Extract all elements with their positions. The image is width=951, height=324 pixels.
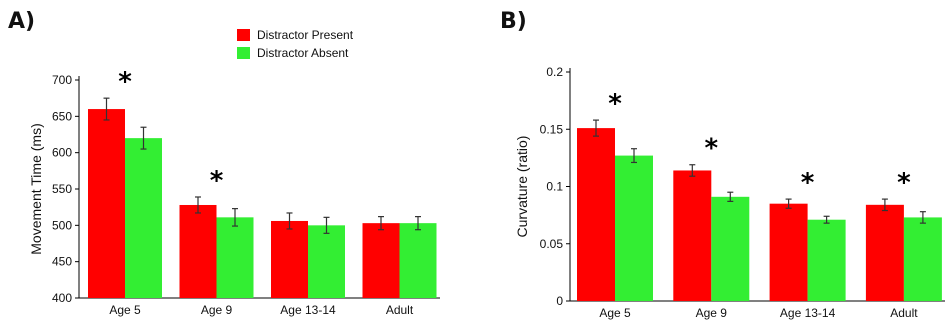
significance-star: * xyxy=(608,89,622,119)
bar-distractor-present xyxy=(88,109,125,298)
y-tick-label: 650 xyxy=(52,109,72,123)
x-tick-label: Adult xyxy=(386,303,414,317)
bar-distractor-present xyxy=(577,128,615,301)
panel-letter: A) xyxy=(8,9,35,34)
y-tick-label: 700 xyxy=(52,73,72,87)
x-tick-label: Adult xyxy=(890,306,918,320)
bar-distractor-absent xyxy=(308,225,345,298)
bar-distractor-absent xyxy=(807,219,846,301)
bar-distractor-absent xyxy=(216,217,254,298)
significance-star: * xyxy=(118,67,132,97)
significance-star: * xyxy=(897,168,911,198)
legend-swatch xyxy=(237,47,250,59)
bar-distractor-absent xyxy=(903,217,942,301)
y-tick-label: 450 xyxy=(52,255,72,269)
y-tick-label: 400 xyxy=(52,291,72,305)
y-tick-label: 0.1 xyxy=(546,180,563,194)
y-tick-label: 500 xyxy=(52,218,72,232)
x-tick-label: Age 5 xyxy=(109,303,141,317)
y-tick-label: 600 xyxy=(52,146,72,160)
y-tick-label: 0.05 xyxy=(540,237,564,251)
x-tick-label: Age 9 xyxy=(696,306,728,320)
bar-distractor-absent xyxy=(399,223,437,298)
bar-distractor-present xyxy=(362,223,400,298)
legend-label: Distractor Present xyxy=(257,28,354,42)
y-axis-title: Movement Time (ms) xyxy=(28,123,44,254)
x-tick-label: Age 13-14 xyxy=(280,303,336,317)
bar-distractor-absent xyxy=(615,155,653,301)
bar-distractor-present xyxy=(769,203,808,301)
bar-distractor-present xyxy=(179,204,217,298)
y-tick-label: 0.2 xyxy=(546,65,563,79)
significance-star: * xyxy=(704,134,718,164)
legend-label: Distractor Absent xyxy=(257,46,349,60)
significance-star: * xyxy=(801,168,815,198)
bar-distractor-absent xyxy=(125,138,162,298)
bar-distractor-present xyxy=(865,204,904,301)
significance-star: * xyxy=(210,166,224,196)
bar-distractor-absent xyxy=(711,196,750,301)
x-tick-label: Age 13-14 xyxy=(780,306,836,320)
y-axis-title: Curvature (ratio) xyxy=(514,136,530,238)
y-tick-label: 0 xyxy=(556,294,563,308)
bar-distractor-present xyxy=(673,170,712,301)
panel-letter: B) xyxy=(500,9,527,34)
y-tick-label: 550 xyxy=(52,182,72,196)
x-tick-label: Age 5 xyxy=(599,306,631,320)
x-tick-label: Age 9 xyxy=(201,303,233,317)
y-tick-label: 0.15 xyxy=(540,122,564,136)
legend-swatch xyxy=(237,29,250,41)
bar-distractor-present xyxy=(271,220,308,298)
